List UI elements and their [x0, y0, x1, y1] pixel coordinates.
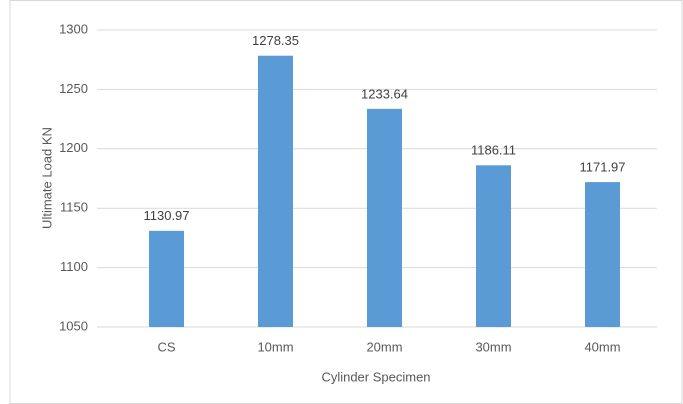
bar [585, 182, 620, 327]
y-tick-label: 1050 [59, 318, 88, 333]
chart-border [9, 0, 683, 404]
y-tick-label: 1300 [59, 21, 88, 36]
y-tick-label: 1200 [59, 140, 88, 155]
x-tick-label: 40mm [584, 339, 620, 354]
data-label: 1130.97 [143, 208, 189, 223]
bar [149, 230, 184, 327]
data-label: 1171.97 [579, 160, 625, 175]
y-tick-label: 1150 [60, 200, 88, 215]
bar [367, 108, 402, 327]
x-tick-label: 20mm [366, 339, 402, 354]
y-axis-label: Ultimate Load KN [39, 127, 54, 229]
x-tick-label: CS [157, 339, 175, 354]
bar [258, 55, 293, 327]
x-axis-label: Cylinder Specimen [321, 369, 430, 384]
y-tick-label: 1100 [60, 259, 88, 274]
data-label: 1186.11 [471, 143, 516, 158]
x-tick-label: 30mm [475, 339, 511, 354]
bar [476, 165, 511, 327]
x-tick-label: 10mm [257, 339, 293, 354]
data-label: 1278.35 [252, 33, 299, 48]
data-label: 1233.64 [361, 86, 408, 101]
y-tick-label: 1250 [59, 81, 88, 96]
